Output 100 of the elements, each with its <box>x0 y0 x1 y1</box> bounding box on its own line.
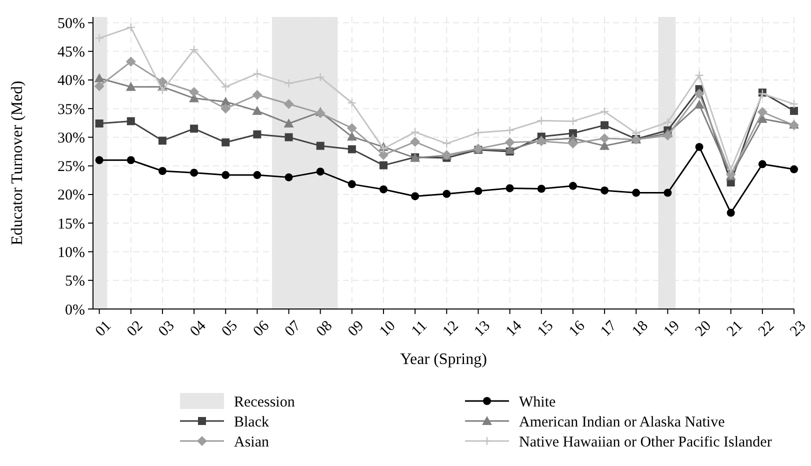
point <box>95 156 104 164</box>
point <box>380 161 388 170</box>
point <box>411 192 420 200</box>
x-axis-title: Year (Spring) <box>400 351 487 368</box>
point <box>346 123 357 134</box>
point <box>284 99 294 110</box>
x-tick-label: 14 <box>503 318 526 340</box>
point <box>378 144 388 154</box>
y-tick-label: 25% <box>58 159 85 176</box>
x-tick-label: 18 <box>629 318 652 340</box>
point <box>664 188 672 197</box>
point <box>568 182 577 190</box>
x-tick-label: 20 <box>692 318 715 340</box>
point <box>632 128 641 138</box>
y-tick-label: 35% <box>58 102 85 118</box>
point <box>158 167 166 176</box>
point <box>757 107 768 118</box>
point <box>695 142 704 151</box>
y-axis-title: Educator Turnover (Med) <box>9 80 26 246</box>
point <box>694 88 704 99</box>
x-tick-label: 19 <box>661 318 683 340</box>
point <box>694 100 704 109</box>
x-tick-label: 01 <box>92 318 115 340</box>
point <box>284 118 294 128</box>
x-tick-label: 06 <box>250 318 273 340</box>
point <box>158 86 168 95</box>
y-tick-label: 20% <box>58 188 85 204</box>
point <box>346 132 357 141</box>
point <box>474 128 483 138</box>
point <box>663 118 672 127</box>
point <box>126 82 136 91</box>
point <box>126 156 135 164</box>
y-tick-label: 30% <box>58 130 85 146</box>
point <box>348 145 356 154</box>
point <box>474 187 482 196</box>
point <box>442 190 451 198</box>
point <box>252 69 262 78</box>
point <box>284 173 293 182</box>
point <box>222 138 230 146</box>
y-tick-label: 0% <box>65 302 85 318</box>
legend-label: Asian <box>234 434 270 450</box>
point <box>789 99 799 109</box>
x-tick-label: 17 <box>598 318 620 340</box>
point <box>506 184 514 192</box>
point <box>189 87 200 98</box>
point <box>600 106 610 116</box>
x-tick-label: 02 <box>124 318 146 340</box>
point <box>632 188 640 197</box>
x-tick-label: 12 <box>440 318 462 340</box>
point <box>442 138 452 148</box>
x-tick-label: 03 <box>156 318 178 340</box>
point <box>157 76 168 87</box>
x-tick-label: 22 <box>756 318 778 340</box>
point <box>252 106 262 115</box>
point <box>378 150 389 160</box>
point <box>252 90 262 100</box>
x-tick-label: 11 <box>408 318 430 340</box>
point <box>347 98 357 108</box>
point <box>505 126 514 135</box>
point <box>410 127 420 137</box>
point <box>253 130 262 138</box>
point <box>126 117 135 126</box>
point <box>94 73 104 82</box>
x-tick-label: 08 <box>314 318 336 340</box>
point <box>790 106 798 115</box>
legend-label: Recession <box>234 394 296 410</box>
point <box>94 34 104 43</box>
x-tick-label: 16 <box>566 318 589 340</box>
point <box>726 164 736 174</box>
point <box>189 45 199 54</box>
point <box>126 22 136 32</box>
x-tick-label: 10 <box>376 318 399 340</box>
point <box>95 119 104 128</box>
legend-label: Black <box>234 414 270 430</box>
point <box>253 171 262 180</box>
point <box>568 138 578 149</box>
x-tick-label: 09 <box>345 318 368 340</box>
point <box>600 186 609 194</box>
point <box>158 136 166 145</box>
point <box>790 165 798 174</box>
point <box>758 160 766 168</box>
x-tick-label: 23 <box>787 318 810 340</box>
legend-label: Native Hawaiian or Other Pacific Islander <box>519 434 772 450</box>
point <box>222 171 230 180</box>
y-tick-label: 10% <box>58 244 85 261</box>
point <box>316 168 324 176</box>
point <box>94 81 104 92</box>
point <box>220 104 231 114</box>
x-tick-label: 05 <box>218 318 241 340</box>
point <box>316 142 324 150</box>
point <box>126 56 136 67</box>
point <box>504 137 515 148</box>
y-tick-label: 50% <box>58 16 85 32</box>
y-tick-label: 40% <box>58 73 85 90</box>
legend-label: American Indian or Alaska Native <box>519 414 726 430</box>
point <box>694 70 704 80</box>
point <box>190 168 198 177</box>
point <box>190 124 198 133</box>
point <box>284 78 294 88</box>
point <box>662 130 673 141</box>
